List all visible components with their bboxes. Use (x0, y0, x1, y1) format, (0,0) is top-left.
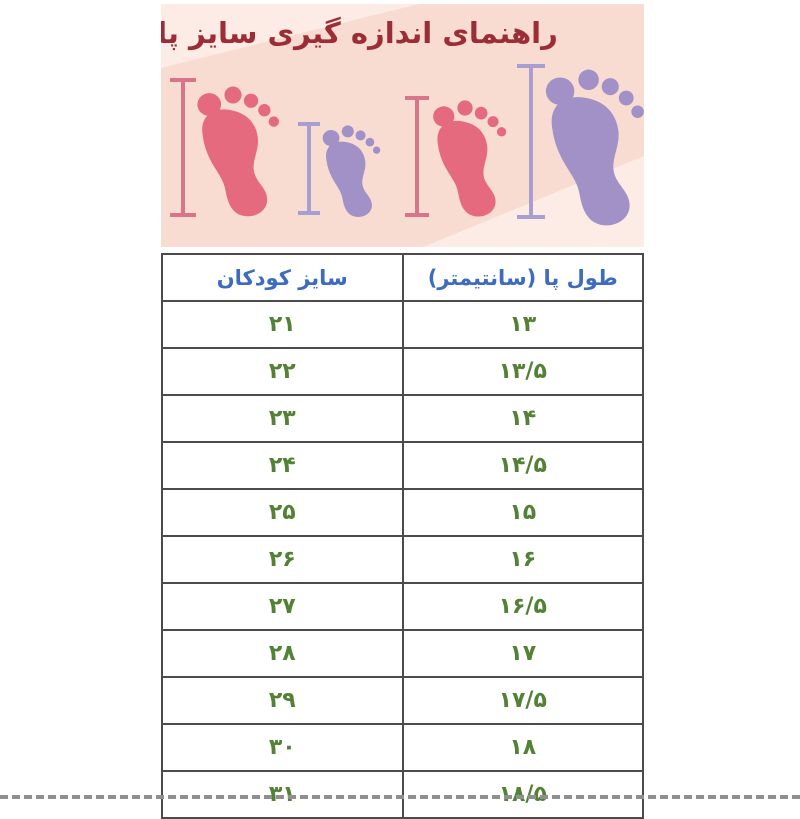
size-guide-banner: راهنمای اندازه گیری سایز پا (161, 4, 644, 247)
cell-foot-length: ۱۸ (401, 723, 644, 772)
table-row: ۱۴/۵ ۲۴ (161, 441, 644, 490)
footprints-illustration (161, 4, 644, 247)
header-kids-size: سایز کودکان (161, 253, 404, 302)
cell-kids-size: ۲۸ (161, 629, 404, 678)
table-row: ۱۷/۵ ۲۹ (161, 676, 644, 725)
size-table: طول پا (سانتیمتر) سایز کودکان ۱۳ ۲۱ ۱۳/۵… (161, 253, 644, 819)
table-row: ۱۵ ۲۵ (161, 488, 644, 537)
table-row: ۱۶ ۲۶ (161, 535, 644, 584)
footprint-pink-medium-icon (433, 100, 507, 217)
banner-stripe-top-left (161, 4, 419, 68)
page: راهنمای اندازه گیری سایز پا طول پا (سانت… (0, 4, 800, 819)
cell-kids-size: ۲۶ (161, 535, 404, 584)
header-foot-length: طول پا (سانتیمتر) (401, 253, 644, 302)
cell-kids-size: ۲۹ (161, 676, 404, 725)
page-title: راهنمای اندازه گیری سایز پا (161, 16, 558, 50)
measure-ruler-icon-4 (517, 64, 545, 219)
cell-foot-length: ۱۳ (401, 300, 644, 349)
cell-foot-length: ۱۷ (401, 629, 644, 678)
measure-ruler-icon-3 (405, 96, 429, 217)
cell-kids-size: ۲۷ (161, 582, 404, 631)
table-row: ۱۷ ۲۸ (161, 629, 644, 678)
cell-foot-length: ۱۳/۵ (401, 347, 644, 396)
table-row: ۱۴ ۲۳ (161, 394, 644, 443)
table-row: ۱۳ ۲۱ (161, 300, 644, 349)
cell-foot-length: ۱۴ (401, 394, 644, 443)
cell-kids-size: ۲۴ (161, 441, 404, 490)
footprint-pink-large-icon (197, 86, 280, 217)
table-row: ۱۶/۵ ۲۷ (161, 582, 644, 631)
cell-kids-size: ۲۵ (161, 488, 404, 537)
cell-foot-length: ۱۶/۵ (401, 582, 644, 631)
measure-ruler-icon-2 (298, 122, 320, 215)
cell-foot-length: ۱۵ (401, 488, 644, 537)
cell-kids-size: ۲۲ (161, 347, 404, 396)
cell-foot-length: ۱۴/۵ (401, 441, 644, 490)
size-table-header-row: طول پا (سانتیمتر) سایز کودکان (161, 253, 644, 302)
cell-foot-length: ۱۷/۵ (401, 676, 644, 725)
bottom-dashed-divider (0, 795, 800, 799)
table-row: ۱۳/۵ ۲۲ (161, 347, 644, 396)
measure-ruler-icon-1 (170, 78, 196, 217)
cell-foot-length: ۱۶ (401, 535, 644, 584)
cell-kids-size: ۳۰ (161, 723, 404, 772)
footprint-purple-small-icon (322, 125, 381, 217)
size-table-body: ۱۳ ۲۱ ۱۳/۵ ۲۲ ۱۴ ۲۳ ۱۴/۵ ۲۴ ۱۵ ۲۵ ۱۶ ۲۶ (161, 300, 644, 819)
table-row: ۱۸ ۳۰ (161, 723, 644, 772)
cell-kids-size: ۲۱ (161, 300, 404, 349)
cell-kids-size: ۲۳ (161, 394, 404, 443)
